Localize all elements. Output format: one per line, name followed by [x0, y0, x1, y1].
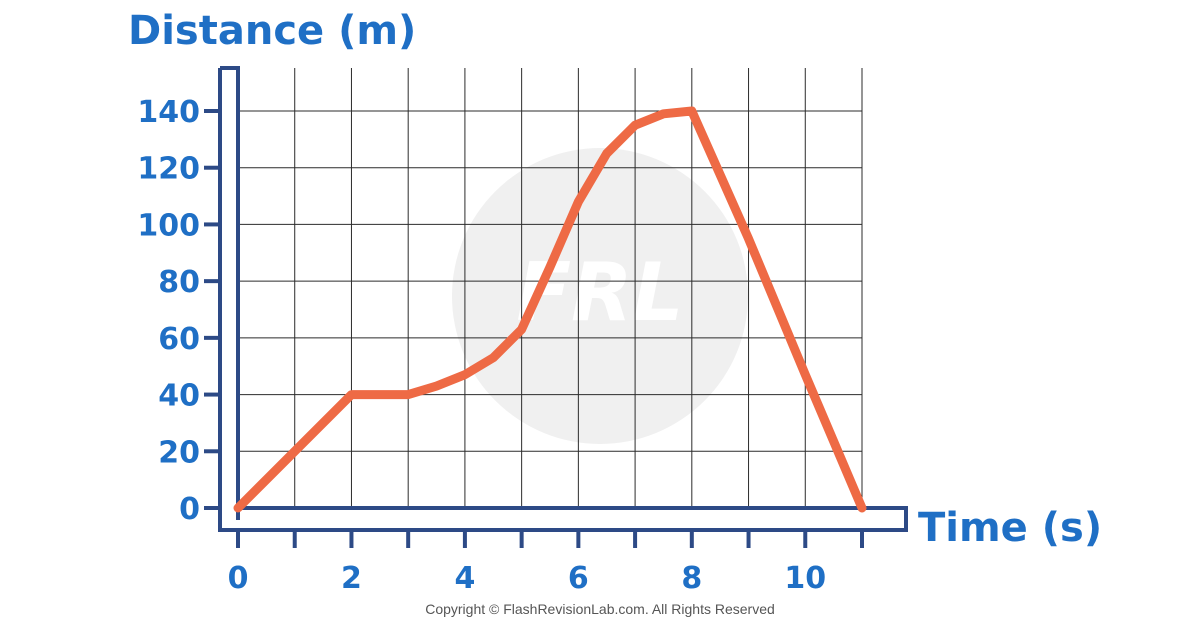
y-tick-label: 60 — [158, 322, 200, 357]
x-tick-label: 8 — [681, 561, 702, 596]
y-tick-label: 140 — [137, 95, 200, 130]
x-tick-label: 2 — [341, 561, 362, 596]
y-axis-title: Distance (m) — [128, 8, 416, 54]
y-tick-label: 20 — [158, 435, 200, 470]
chart-axes — [218, 66, 908, 532]
distance-time-line — [233, 106, 867, 513]
chart-series — [233, 106, 867, 513]
y-tick-label: 80 — [158, 265, 200, 300]
x-tick-label: 0 — [228, 561, 249, 596]
x-tick-label: 6 — [568, 561, 589, 596]
x-axis-title: Time (s) — [918, 505, 1102, 551]
x-tick-label: 4 — [454, 561, 475, 596]
frl-logo-icon: FRL — [452, 148, 748, 444]
chart-ticks — [204, 109, 864, 548]
y-tick-label: 100 — [137, 208, 200, 243]
copyright-notice: Copyright © FlashRevisionLab.com. All Ri… — [425, 601, 775, 617]
x-tick-label: 10 — [784, 561, 826, 596]
y-tick-label: 40 — [158, 379, 200, 414]
axis-frame-line — [218, 68, 908, 532]
svg-text:FRL: FRL — [516, 246, 683, 339]
y-axis-line — [220, 66, 240, 520]
y-tick-label: 120 — [137, 152, 200, 187]
y-tick-label: 0 — [179, 492, 200, 527]
chart-tick-labels: 0 20 40 60 80 100 120 140 0 2 4 6 8 10 — [137, 95, 826, 596]
chart-grid — [238, 68, 863, 508]
